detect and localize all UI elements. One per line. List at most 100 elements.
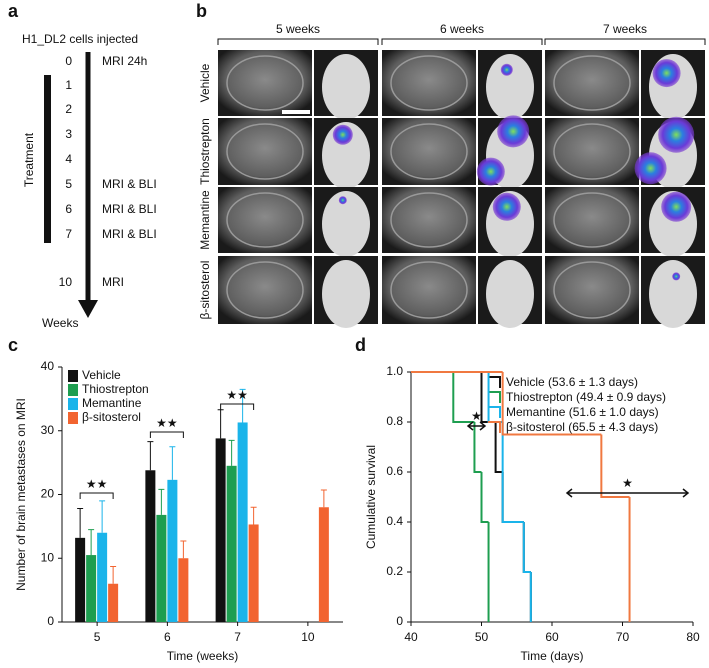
significance-label: ★★ bbox=[226, 388, 248, 402]
legend-symbol bbox=[488, 421, 501, 433]
bar bbox=[145, 470, 156, 622]
x-tick-label: 10 bbox=[301, 630, 315, 644]
x-tick-label: 7 bbox=[234, 630, 241, 644]
mouse-shape bbox=[649, 260, 697, 328]
brain-outline bbox=[226, 123, 304, 180]
mouse-shape bbox=[486, 54, 534, 120]
bar bbox=[237, 422, 248, 622]
legend-label: Vehicle (53.6 ± 1.3 days) bbox=[506, 375, 638, 389]
bli-signal bbox=[658, 116, 695, 153]
mri-image bbox=[382, 187, 476, 253]
legend-symbol bbox=[488, 376, 501, 388]
week-event: MRI 24h bbox=[102, 54, 147, 68]
x-tick-label: 60 bbox=[545, 630, 559, 644]
mouse-shape bbox=[486, 260, 534, 328]
week-event: MRI & BLI bbox=[102, 177, 157, 191]
survival-step bbox=[501, 472, 524, 523]
legend-label: Memantine (51.6 ± 1.0 days) bbox=[506, 405, 659, 419]
column-bracket bbox=[217, 38, 379, 45]
bar bbox=[318, 507, 329, 622]
brain-outline bbox=[553, 261, 631, 319]
week-number: 5 bbox=[65, 177, 72, 191]
brain-outline bbox=[390, 261, 468, 319]
x-tick-label: 40 bbox=[404, 630, 418, 644]
comparison-arrow bbox=[466, 421, 487, 431]
mri-image bbox=[545, 187, 639, 253]
y-tick-label: 0.8 bbox=[386, 414, 403, 428]
survival-step bbox=[600, 434, 630, 498]
error-bar bbox=[239, 388, 246, 423]
week-number: 4 bbox=[65, 152, 72, 166]
arrow-head bbox=[78, 300, 98, 318]
bar bbox=[75, 537, 86, 622]
week-number: 1 bbox=[65, 78, 72, 92]
significance-bracket bbox=[79, 492, 114, 499]
x-tick-label: 5 bbox=[94, 630, 101, 644]
mri-image bbox=[218, 50, 312, 116]
legend-symbol bbox=[488, 406, 501, 418]
x-tick-label: 6 bbox=[164, 630, 171, 644]
brain-outline bbox=[390, 123, 468, 180]
legend-swatch bbox=[68, 412, 78, 424]
y-tick-label: 0.6 bbox=[386, 464, 403, 478]
survival-step bbox=[522, 522, 531, 573]
survival-step bbox=[501, 372, 602, 436]
brain-outline bbox=[553, 55, 631, 111]
legend-swatch bbox=[68, 398, 78, 410]
brain-outline bbox=[553, 192, 631, 248]
bar bbox=[226, 465, 237, 622]
mouse-shape bbox=[322, 260, 370, 328]
scale-bar bbox=[282, 110, 310, 114]
week-number: 2 bbox=[65, 102, 72, 116]
week-event: MRI & BLI bbox=[102, 202, 157, 216]
mri-image bbox=[545, 118, 639, 185]
error-bar bbox=[169, 446, 176, 480]
row-label: β-sitosterol bbox=[198, 261, 212, 320]
survival-step bbox=[473, 422, 482, 473]
bli-signal bbox=[672, 272, 681, 281]
legend-label: β-sitosterol bbox=[82, 410, 141, 424]
error-bar bbox=[180, 540, 187, 559]
y-tick-label: 0.4 bbox=[386, 514, 403, 528]
brain-outline bbox=[390, 55, 468, 111]
significance-label: ★★ bbox=[86, 477, 108, 491]
brain-outline bbox=[553, 123, 631, 180]
bar bbox=[156, 514, 167, 622]
mri-image bbox=[218, 256, 312, 324]
column-bracket bbox=[544, 38, 706, 45]
error-bar bbox=[250, 506, 257, 525]
y-tick-label: 0.2 bbox=[386, 564, 403, 578]
brain-outline bbox=[226, 261, 304, 319]
bli-signal bbox=[497, 115, 530, 148]
panel-label: b bbox=[196, 1, 207, 21]
legend-swatch bbox=[68, 384, 78, 396]
y-tick-label: 40 bbox=[41, 359, 55, 373]
column-bracket bbox=[381, 38, 543, 45]
brain-outline bbox=[226, 55, 304, 111]
treatment-label: Treatment bbox=[22, 132, 36, 187]
legend-swatch bbox=[68, 370, 78, 382]
significance-label: ★ bbox=[471, 409, 482, 423]
mouse-shape bbox=[322, 54, 370, 120]
bar bbox=[108, 583, 119, 622]
brain-outline bbox=[390, 192, 468, 248]
y-tick-label: 0 bbox=[396, 614, 403, 628]
legend-label: Thiostrepton bbox=[82, 382, 149, 396]
error-bar bbox=[158, 488, 165, 515]
mri-image bbox=[218, 118, 312, 185]
week-number: 6 bbox=[65, 202, 72, 216]
y-tick-label: 30 bbox=[41, 423, 55, 437]
week-number: 10 bbox=[59, 275, 73, 289]
bli-signal bbox=[338, 196, 347, 205]
y-axis-label: Number of brain metastases on MRI bbox=[14, 398, 28, 591]
mri-image bbox=[545, 256, 639, 324]
timeline-title: H1_DL2 cells injected bbox=[22, 32, 138, 46]
y-tick-label: 0 bbox=[47, 614, 54, 628]
panel-label: d bbox=[355, 335, 366, 355]
x-tick-label: 80 bbox=[686, 630, 700, 644]
error-bar bbox=[77, 508, 84, 538]
week-number: 7 bbox=[65, 227, 72, 241]
week-event: MRI bbox=[102, 275, 124, 289]
legend-label: Thiostrepton (49.4 ± 0.9 days) bbox=[506, 390, 666, 404]
bli-signal bbox=[634, 152, 667, 185]
